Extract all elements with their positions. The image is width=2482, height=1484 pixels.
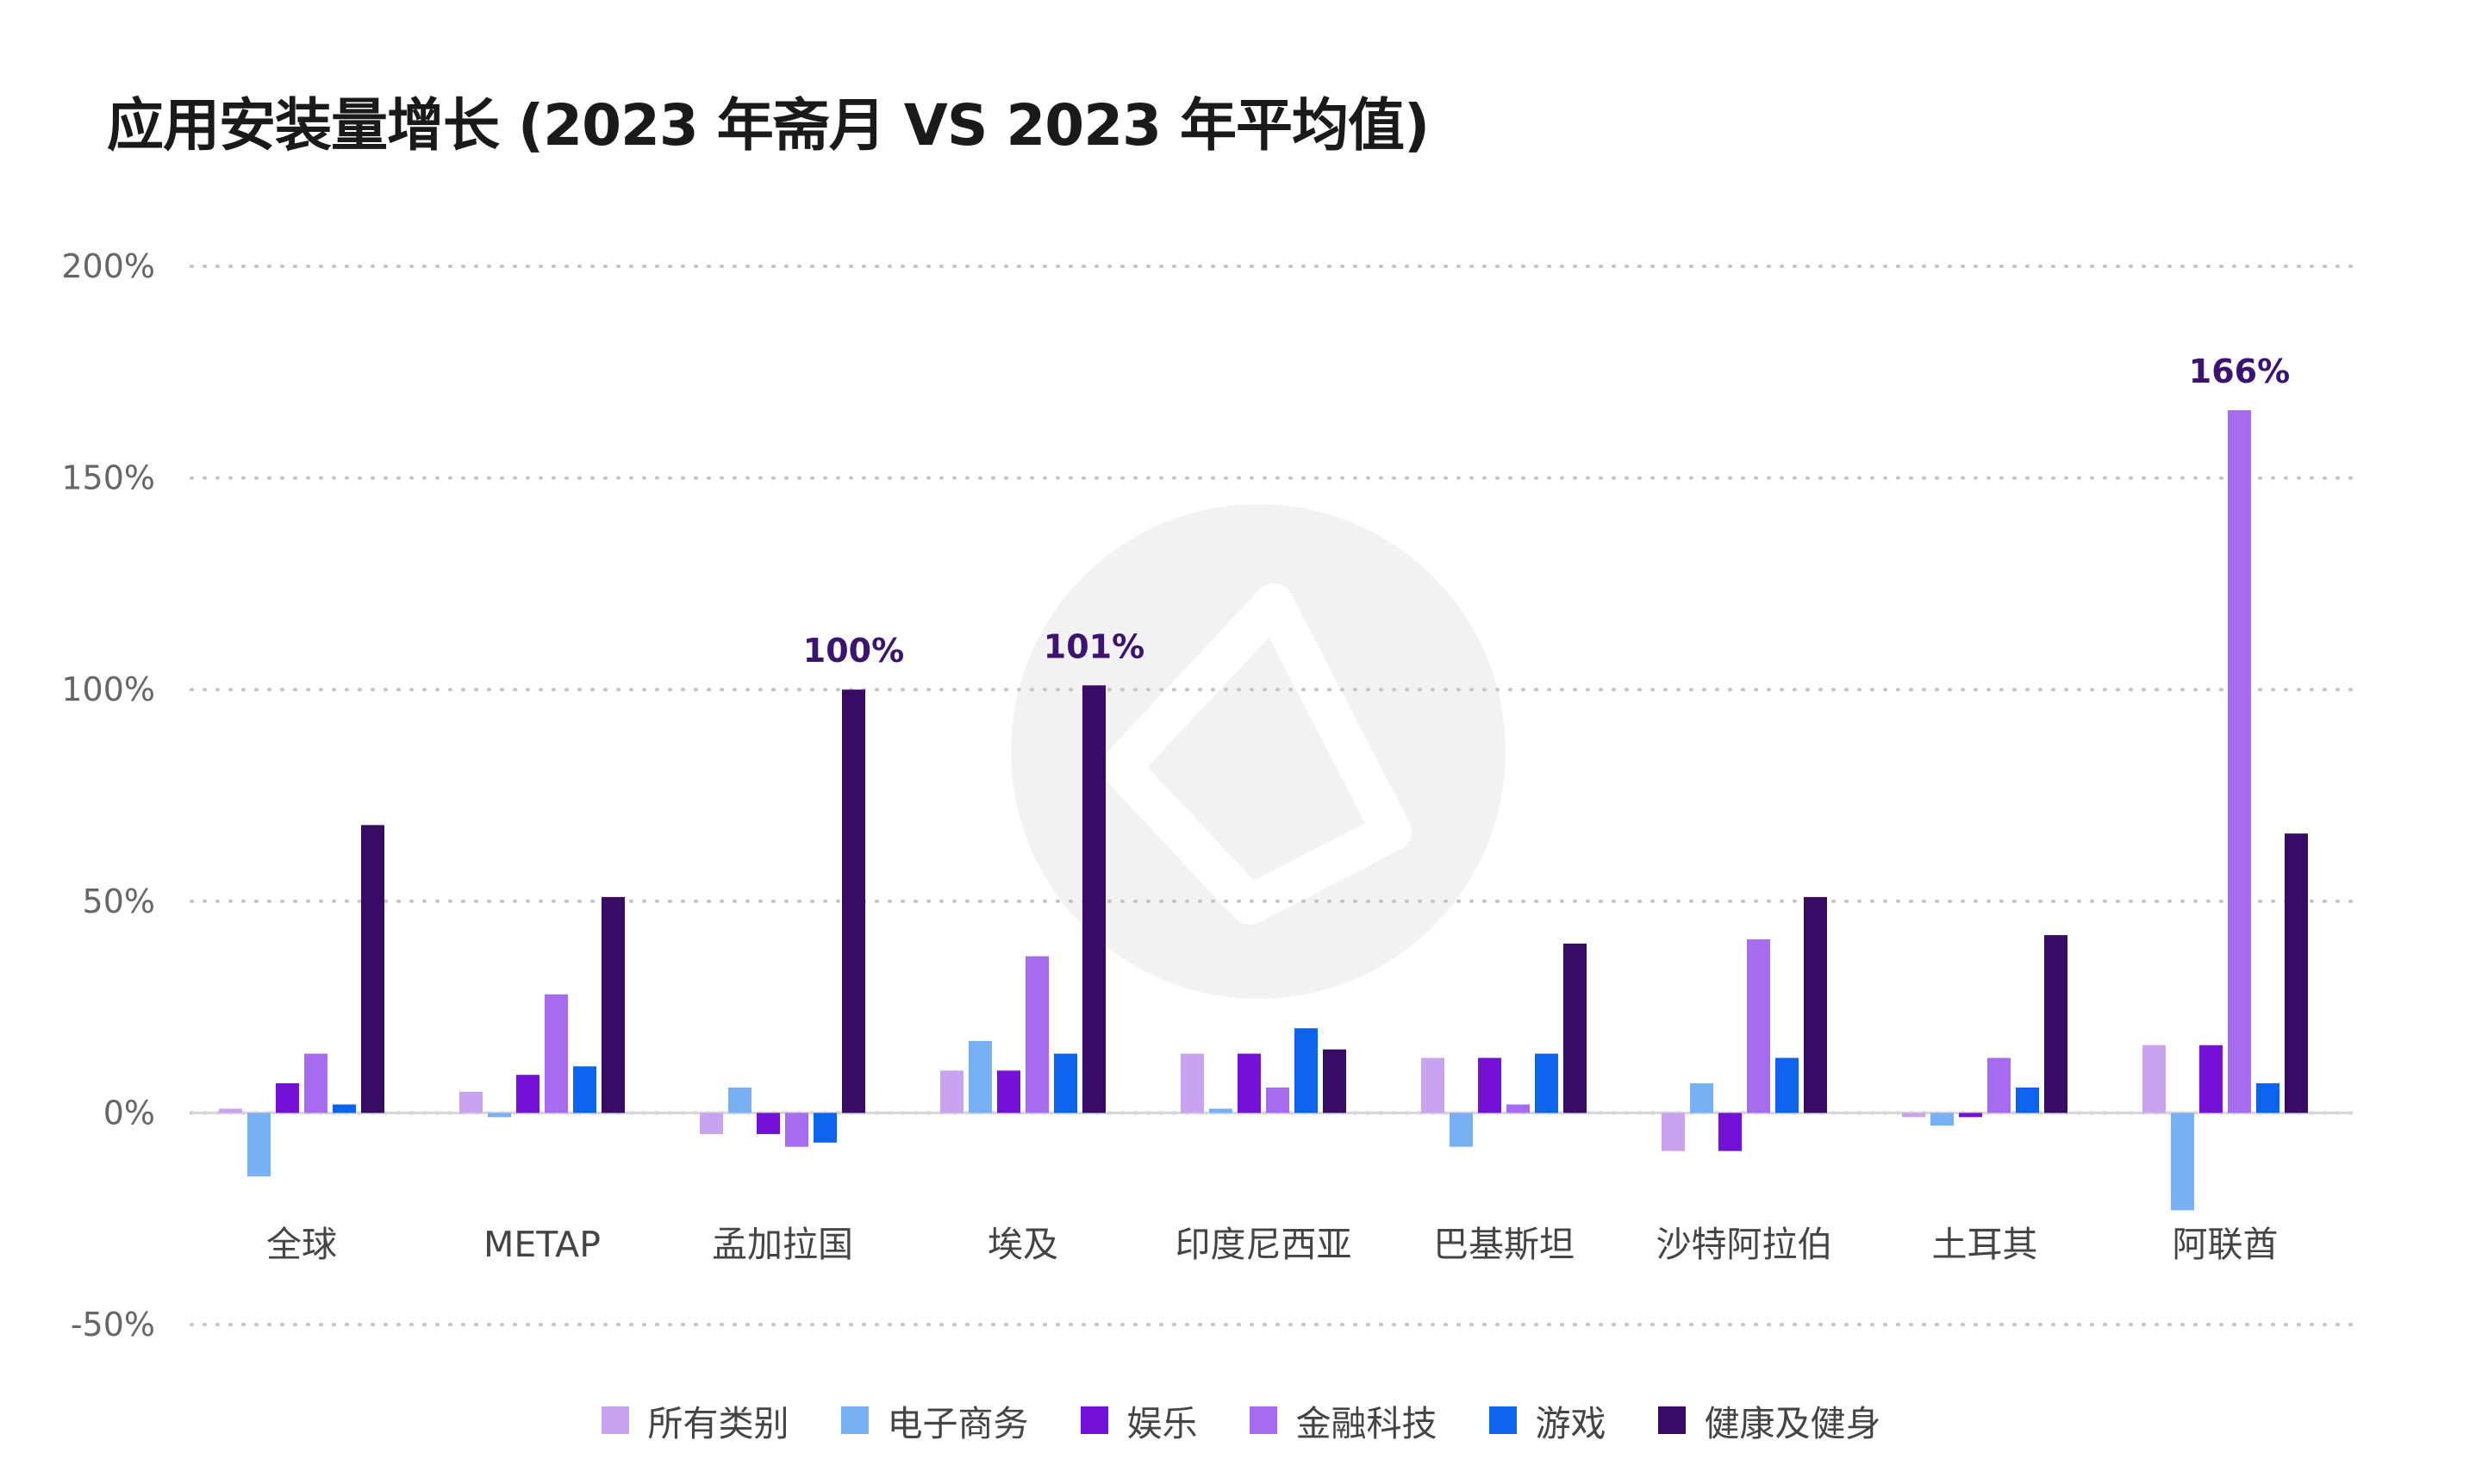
bar — [814, 1113, 837, 1143]
bar — [516, 1075, 539, 1113]
bar — [969, 1040, 992, 1113]
bar — [842, 689, 865, 1113]
data-label: 166% — [2189, 352, 2290, 390]
legend-item: 所有类别 — [601, 1394, 789, 1446]
bar — [1987, 1057, 2011, 1113]
bar — [2044, 935, 2067, 1113]
bar — [1535, 1053, 1558, 1113]
y-tick-label: 150% — [61, 459, 155, 497]
bar — [1421, 1057, 1444, 1113]
legend-label: 金融科技 — [1295, 1403, 1437, 1444]
legend: 所有类别 电子商务 娱乐 金融科技 游戏 健康及健身 — [0, 1394, 2482, 1446]
legend-swatch — [1080, 1406, 1108, 1434]
chart-title: 应用安装量增长 (2023 年斋月 VS 2023 年平均值) — [107, 92, 1430, 159]
bar — [488, 1113, 511, 1118]
bar — [1775, 1057, 1799, 1113]
legend-label: 游戏 — [1535, 1403, 1606, 1444]
bar — [1902, 1113, 1925, 1118]
legend-swatch — [1657, 1406, 1686, 1434]
bar — [333, 1104, 356, 1113]
x-tick-label: 孟加拉国 — [712, 1224, 853, 1265]
x-tick-label: 印度尼西亚 — [1176, 1224, 1352, 1265]
bar — [1082, 685, 1106, 1113]
bar — [459, 1091, 483, 1113]
bar — [1959, 1113, 1982, 1118]
bar — [573, 1066, 596, 1113]
bar — [1450, 1113, 1473, 1147]
bar — [728, 1087, 751, 1113]
bar — [940, 1070, 963, 1113]
bar — [1804, 896, 1827, 1113]
legend-swatch — [840, 1406, 869, 1434]
bar — [2142, 1044, 2166, 1113]
y-tick-label: 50% — [83, 882, 155, 920]
x-tick-label: METAP — [483, 1224, 601, 1265]
bar — [1238, 1053, 1261, 1113]
bar — [1718, 1113, 1742, 1151]
bar — [1478, 1057, 1501, 1113]
bar — [1026, 956, 1049, 1113]
legend-item: 游戏 — [1488, 1394, 1606, 1446]
bar — [997, 1070, 1020, 1113]
bar — [1209, 1108, 1232, 1113]
y-tick-label: -50% — [71, 1306, 155, 1344]
x-tick-label: 巴基斯坦 — [1433, 1224, 1575, 1265]
bar — [1690, 1083, 1713, 1113]
bar — [2285, 833, 2308, 1113]
bar — [1930, 1113, 1954, 1126]
data-label: 101% — [1044, 627, 1144, 665]
bar — [219, 1108, 242, 1113]
bar — [2256, 1083, 2279, 1113]
legend-label: 电子商务 — [887, 1403, 1029, 1444]
x-tick-label: 全球 — [266, 1224, 337, 1265]
bar — [1054, 1053, 1077, 1113]
legend-item: 金融科技 — [1249, 1394, 1437, 1446]
bar — [785, 1113, 808, 1147]
bar — [2228, 410, 2251, 1113]
bar — [2171, 1113, 2194, 1211]
legend-label: 健康及健身 — [1704, 1403, 1881, 1444]
bar — [361, 825, 384, 1113]
x-tick-label: 埃及 — [988, 1224, 1058, 1265]
bar — [1662, 1113, 1685, 1151]
x-tick-label: 土耳其 — [1932, 1224, 2038, 1265]
bar — [304, 1053, 327, 1113]
y-tick-label: 0% — [103, 1094, 155, 1132]
bar — [1506, 1104, 1530, 1113]
bar — [545, 994, 568, 1113]
y-tick-label: 100% — [61, 670, 155, 708]
bar — [276, 1083, 299, 1113]
bar — [1266, 1087, 1289, 1113]
bar — [700, 1113, 723, 1134]
legend-item: 电子商务 — [840, 1394, 1029, 1446]
legend-swatch — [1249, 1406, 1277, 1434]
bar — [1563, 943, 1587, 1113]
logo-watermark — [1011, 504, 1506, 999]
legend-swatch — [601, 1406, 629, 1434]
legend-label: 娱乐 — [1126, 1403, 1198, 1444]
bar — [1294, 1028, 1318, 1113]
bar — [757, 1113, 780, 1134]
y-tick-label: 200% — [61, 247, 155, 285]
legend-item: 娱乐 — [1080, 1394, 1198, 1446]
bar — [1323, 1049, 1346, 1113]
bar — [2016, 1087, 2039, 1113]
bar — [2199, 1044, 2223, 1113]
bar — [1747, 939, 1770, 1113]
bar — [602, 896, 625, 1113]
legend-label: 所有类别 — [647, 1403, 789, 1444]
x-tick-label: 阿联酋 — [2173, 1224, 2279, 1265]
legend-swatch — [1488, 1406, 1517, 1434]
bar — [1181, 1053, 1204, 1113]
bar — [247, 1113, 271, 1177]
legend-item: 健康及健身 — [1657, 1394, 1881, 1446]
x-tick-label: 沙特阿拉伯 — [1656, 1224, 1833, 1265]
data-label: 100% — [803, 632, 904, 670]
